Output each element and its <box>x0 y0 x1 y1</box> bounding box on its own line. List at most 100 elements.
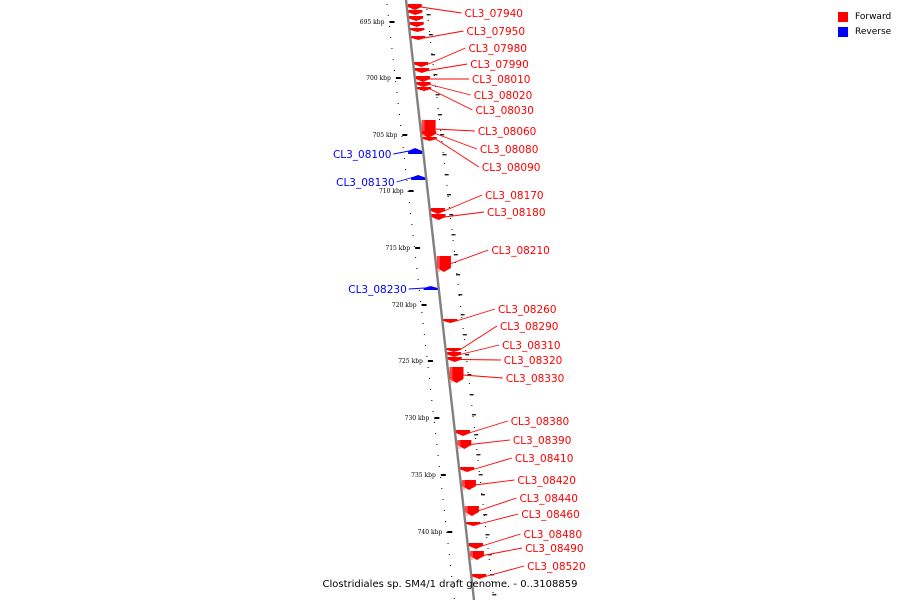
reverse-gene-feature[interactable] <box>411 175 426 180</box>
gene-glyph[interactable] <box>408 148 423 154</box>
gene-glyph[interactable] <box>472 574 487 579</box>
forward-gene-feature[interactable] <box>411 36 426 40</box>
forward-gene-feature[interactable] <box>464 506 479 516</box>
gene-glyph-highlight <box>469 551 473 560</box>
gene-glyph[interactable] <box>469 551 484 560</box>
gene-glyph[interactable] <box>414 62 429 67</box>
gene-glyph[interactable] <box>460 467 475 472</box>
gene-glyph[interactable] <box>416 82 431 87</box>
forward-gene-feature[interactable] <box>457 440 472 449</box>
gene-label[interactable]: CL3_08260 <box>498 304 557 316</box>
forward-gene-feature[interactable] <box>461 480 476 490</box>
gene-glyph[interactable] <box>461 480 476 490</box>
gene-glyph[interactable] <box>415 76 430 82</box>
gene-glyph[interactable] <box>407 4 422 10</box>
forward-gene-feature[interactable] <box>414 68 429 73</box>
gene-glyph[interactable] <box>409 16 424 21</box>
gene-labels: CL3_07940 CL3_07950 CL3_07980 CL3_07990 CL3_… <box>333 6 586 577</box>
gene-label[interactable]: CL3_08010 <box>472 74 531 86</box>
gene-label[interactable]: CL3_07990 <box>470 59 529 71</box>
gene-label[interactable]: CL3_07950 <box>467 26 526 38</box>
forward-gene-feature[interactable] <box>447 352 462 357</box>
gene-glyph[interactable] <box>447 357 462 362</box>
gene-label[interactable]: CL3_08290 <box>500 321 559 333</box>
gene-glyph[interactable] <box>417 87 432 91</box>
gene-glyph[interactable] <box>457 440 472 449</box>
gene-glyph[interactable] <box>411 36 426 40</box>
forward-gene-feature[interactable] <box>449 367 464 383</box>
forward-gene-feature[interactable] <box>460 467 475 472</box>
gene-label[interactable]: CL3_08030 <box>475 105 534 117</box>
forward-gene-feature[interactable] <box>447 357 462 362</box>
forward-gene-feature[interactable] <box>436 256 451 272</box>
scale-minor-tick <box>480 494 485 496</box>
gene-label[interactable]: CL3_08060 <box>478 126 537 138</box>
forward-gene-feature[interactable] <box>456 430 471 436</box>
reverse-gene-feature[interactable] <box>423 286 438 290</box>
gene-glyph[interactable] <box>446 348 461 352</box>
gene-glyph[interactable] <box>466 522 481 526</box>
gene-glyph[interactable] <box>422 131 437 136</box>
gene-glyph[interactable] <box>409 22 424 27</box>
gene-glyph[interactable] <box>411 175 426 180</box>
gene-glyph[interactable] <box>423 286 438 290</box>
gene-glyph[interactable] <box>447 352 462 357</box>
forward-gene-feature[interactable] <box>414 62 429 67</box>
gene-label[interactable]: CL3_08460 <box>521 509 580 521</box>
forward-gene-feature[interactable] <box>466 522 481 526</box>
gene-glyph[interactable] <box>464 506 479 516</box>
gene-label[interactable]: CL3_08310 <box>502 340 561 352</box>
reverse-gene-feature[interactable] <box>408 148 423 154</box>
gene-glyph[interactable] <box>449 367 464 383</box>
gene-label[interactable]: CL3_08130 <box>336 177 395 189</box>
forward-gene-feature[interactable] <box>443 319 458 323</box>
gene-glyph[interactable] <box>410 28 425 32</box>
forward-gene-feature[interactable] <box>472 574 487 579</box>
gene-label[interactable]: CL3_08180 <box>487 207 546 219</box>
forward-gene-feature[interactable] <box>407 4 425 32</box>
gene-glyph[interactable] <box>422 137 437 141</box>
gene-label[interactable]: CL3_08100 <box>333 149 392 161</box>
gene-label[interactable]: CL3_08170 <box>485 190 544 202</box>
forward-gene-feature[interactable] <box>415 76 430 82</box>
gene-label[interactable]: CL3_08230 <box>348 284 407 296</box>
forward-gene-feature[interactable] <box>468 543 483 549</box>
reverse-swatch-icon <box>838 26 848 37</box>
forward-gene-feature[interactable] <box>446 348 461 352</box>
gene-label[interactable]: CL3_08480 <box>524 529 583 541</box>
gene-glyph[interactable] <box>443 319 458 323</box>
forward-gene-feature[interactable] <box>422 137 437 141</box>
gene-glyph[interactable] <box>430 208 445 214</box>
gene-label[interactable]: CL3_08320 <box>504 355 563 367</box>
forward-gene-feature[interactable] <box>422 131 437 136</box>
gene-glyph[interactable] <box>431 214 446 220</box>
gene-label[interactable]: CL3_08420 <box>517 475 576 487</box>
gene-glyph[interactable] <box>456 430 471 436</box>
gene-label[interactable]: CL3_08380 <box>511 416 570 428</box>
forward-gene-feature[interactable] <box>416 82 431 87</box>
gene-label[interactable]: CL3_07940 <box>464 8 523 20</box>
forward-gene-feature[interactable] <box>417 87 432 91</box>
scale-minor-tick <box>487 554 492 556</box>
gene-label[interactable]: CL3_08080 <box>480 144 539 156</box>
gene-label[interactable]: CL3_08410 <box>515 453 574 465</box>
gene-glyph[interactable] <box>408 10 423 15</box>
gene-label[interactable]: CL3_08440 <box>519 493 578 505</box>
gene-label[interactable]: CL3_08020 <box>474 90 533 102</box>
gene-label[interactable]: CL3_07980 <box>468 43 527 55</box>
gene-label-leader <box>481 533 521 547</box>
gene-label[interactable]: CL3_08090 <box>482 162 541 174</box>
forward-gene-feature[interactable] <box>431 214 446 220</box>
gene-glyph[interactable] <box>436 256 451 272</box>
gene-label[interactable]: CL3_08210 <box>491 245 550 257</box>
gene-label[interactable]: CL3_08520 <box>527 561 586 573</box>
forward-gene-feature[interactable] <box>430 208 445 214</box>
gene-label[interactable]: CL3_08390 <box>513 435 572 447</box>
forward-gene-feature[interactable] <box>469 551 484 560</box>
gene-glyph[interactable] <box>414 68 429 73</box>
gene-glyph[interactable] <box>468 543 483 549</box>
gene-label[interactable]: CL3_08330 <box>506 373 565 385</box>
gene-label[interactable]: CL3_08490 <box>525 543 584 555</box>
